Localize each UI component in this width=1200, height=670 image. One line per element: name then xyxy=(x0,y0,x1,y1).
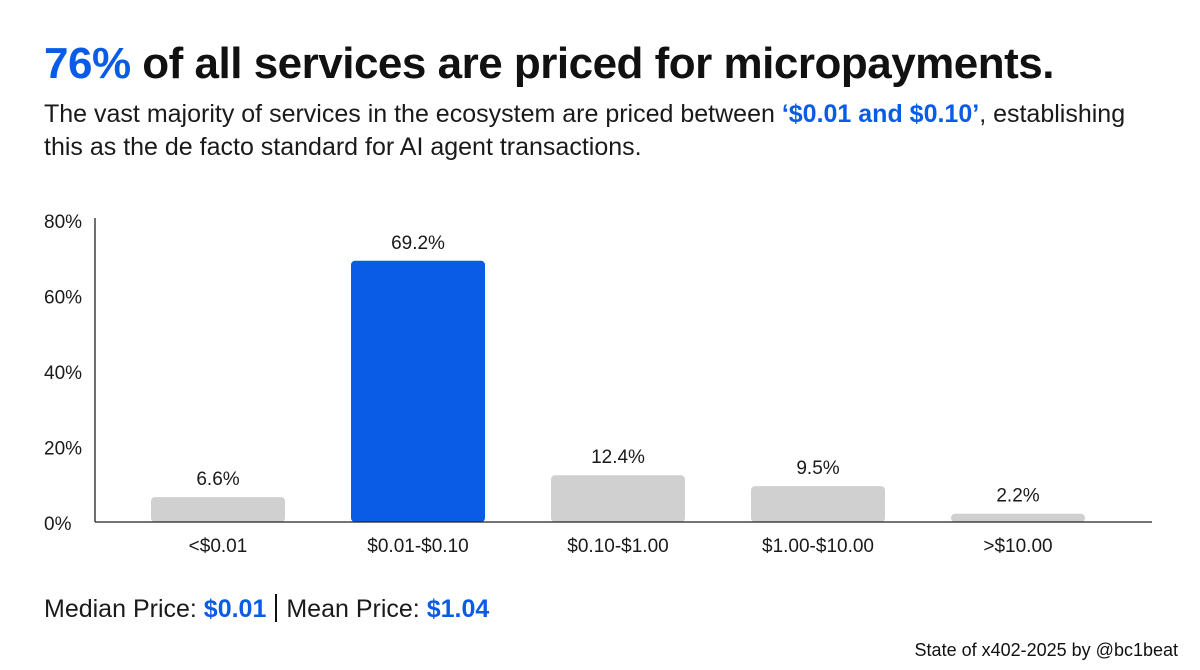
bar-2 xyxy=(351,260,485,522)
mean-price-value: $1.04 xyxy=(426,595,490,623)
subtitle: The vast majority of services in the eco… xyxy=(44,98,1164,164)
bar-value-label: 6.6% xyxy=(196,469,239,490)
bar-value-label: 69.2% xyxy=(391,233,445,254)
bar-5 xyxy=(951,513,1085,522)
bar-4 xyxy=(751,486,885,522)
x-category-label: $0.10-$1.00 xyxy=(567,536,668,557)
y-tick-label: 40% xyxy=(44,363,82,384)
x-category-label: <$0.01 xyxy=(189,536,248,557)
x-axis-labels: <$0.01 $0.01-$0.10 $0.10-$1.00 $1.00-$10.00… xyxy=(189,536,1053,557)
x-category-label: $1.00-$10.00 xyxy=(762,536,874,557)
headline-highlight: 76% xyxy=(44,39,131,88)
x-category-label: $0.01-$0.10 xyxy=(367,536,468,557)
bar-3 xyxy=(551,475,685,522)
y-axis: 0% 20% 40% 60% 80% xyxy=(44,212,96,535)
subtitle-part1: The vast majority of services in the eco… xyxy=(44,100,782,128)
headline-rest: of all services are priced for micropaym… xyxy=(130,39,1054,88)
bars xyxy=(151,260,1085,522)
median-price-value: $0.01 xyxy=(203,595,267,623)
bar-value-labels: 6.6% 69.2% 12.4% 9.5% 2.2% xyxy=(196,233,1039,507)
bar-value-label: 9.5% xyxy=(796,458,839,479)
y-tick-label: 0% xyxy=(44,514,72,535)
median-price-label: Median Price: xyxy=(44,595,204,623)
y-tick-label: 20% xyxy=(44,439,82,460)
x-category-label: >$10.00 xyxy=(983,536,1052,557)
bar-1 xyxy=(151,497,285,522)
bar-value-label: 2.2% xyxy=(996,486,1039,507)
bar-value-label: 12.4% xyxy=(591,447,645,468)
price-summary: Median Price: $0.01 Mean Price: $1.04 xyxy=(44,594,489,624)
y-tick-label: 80% xyxy=(44,212,82,233)
headline: 76% of all services are priced for micro… xyxy=(44,39,1055,88)
y-tick-label: 60% xyxy=(44,288,82,309)
bar-chart: 0% 20% 40% 60% 80% 6.6% 69.2% 12.4% 9.5% 2.2% <$… xyxy=(44,212,1152,557)
summary-divider xyxy=(275,594,278,622)
source-credit: State of x402-2025 by @bc1beat xyxy=(914,640,1178,660)
subtitle-part2: , establishing this as the de facto stan… xyxy=(44,100,1126,161)
subtitle-highlight: ‘$0.01 and $0.10’ xyxy=(781,100,980,128)
mean-price-label: Mean Price: xyxy=(286,595,427,623)
